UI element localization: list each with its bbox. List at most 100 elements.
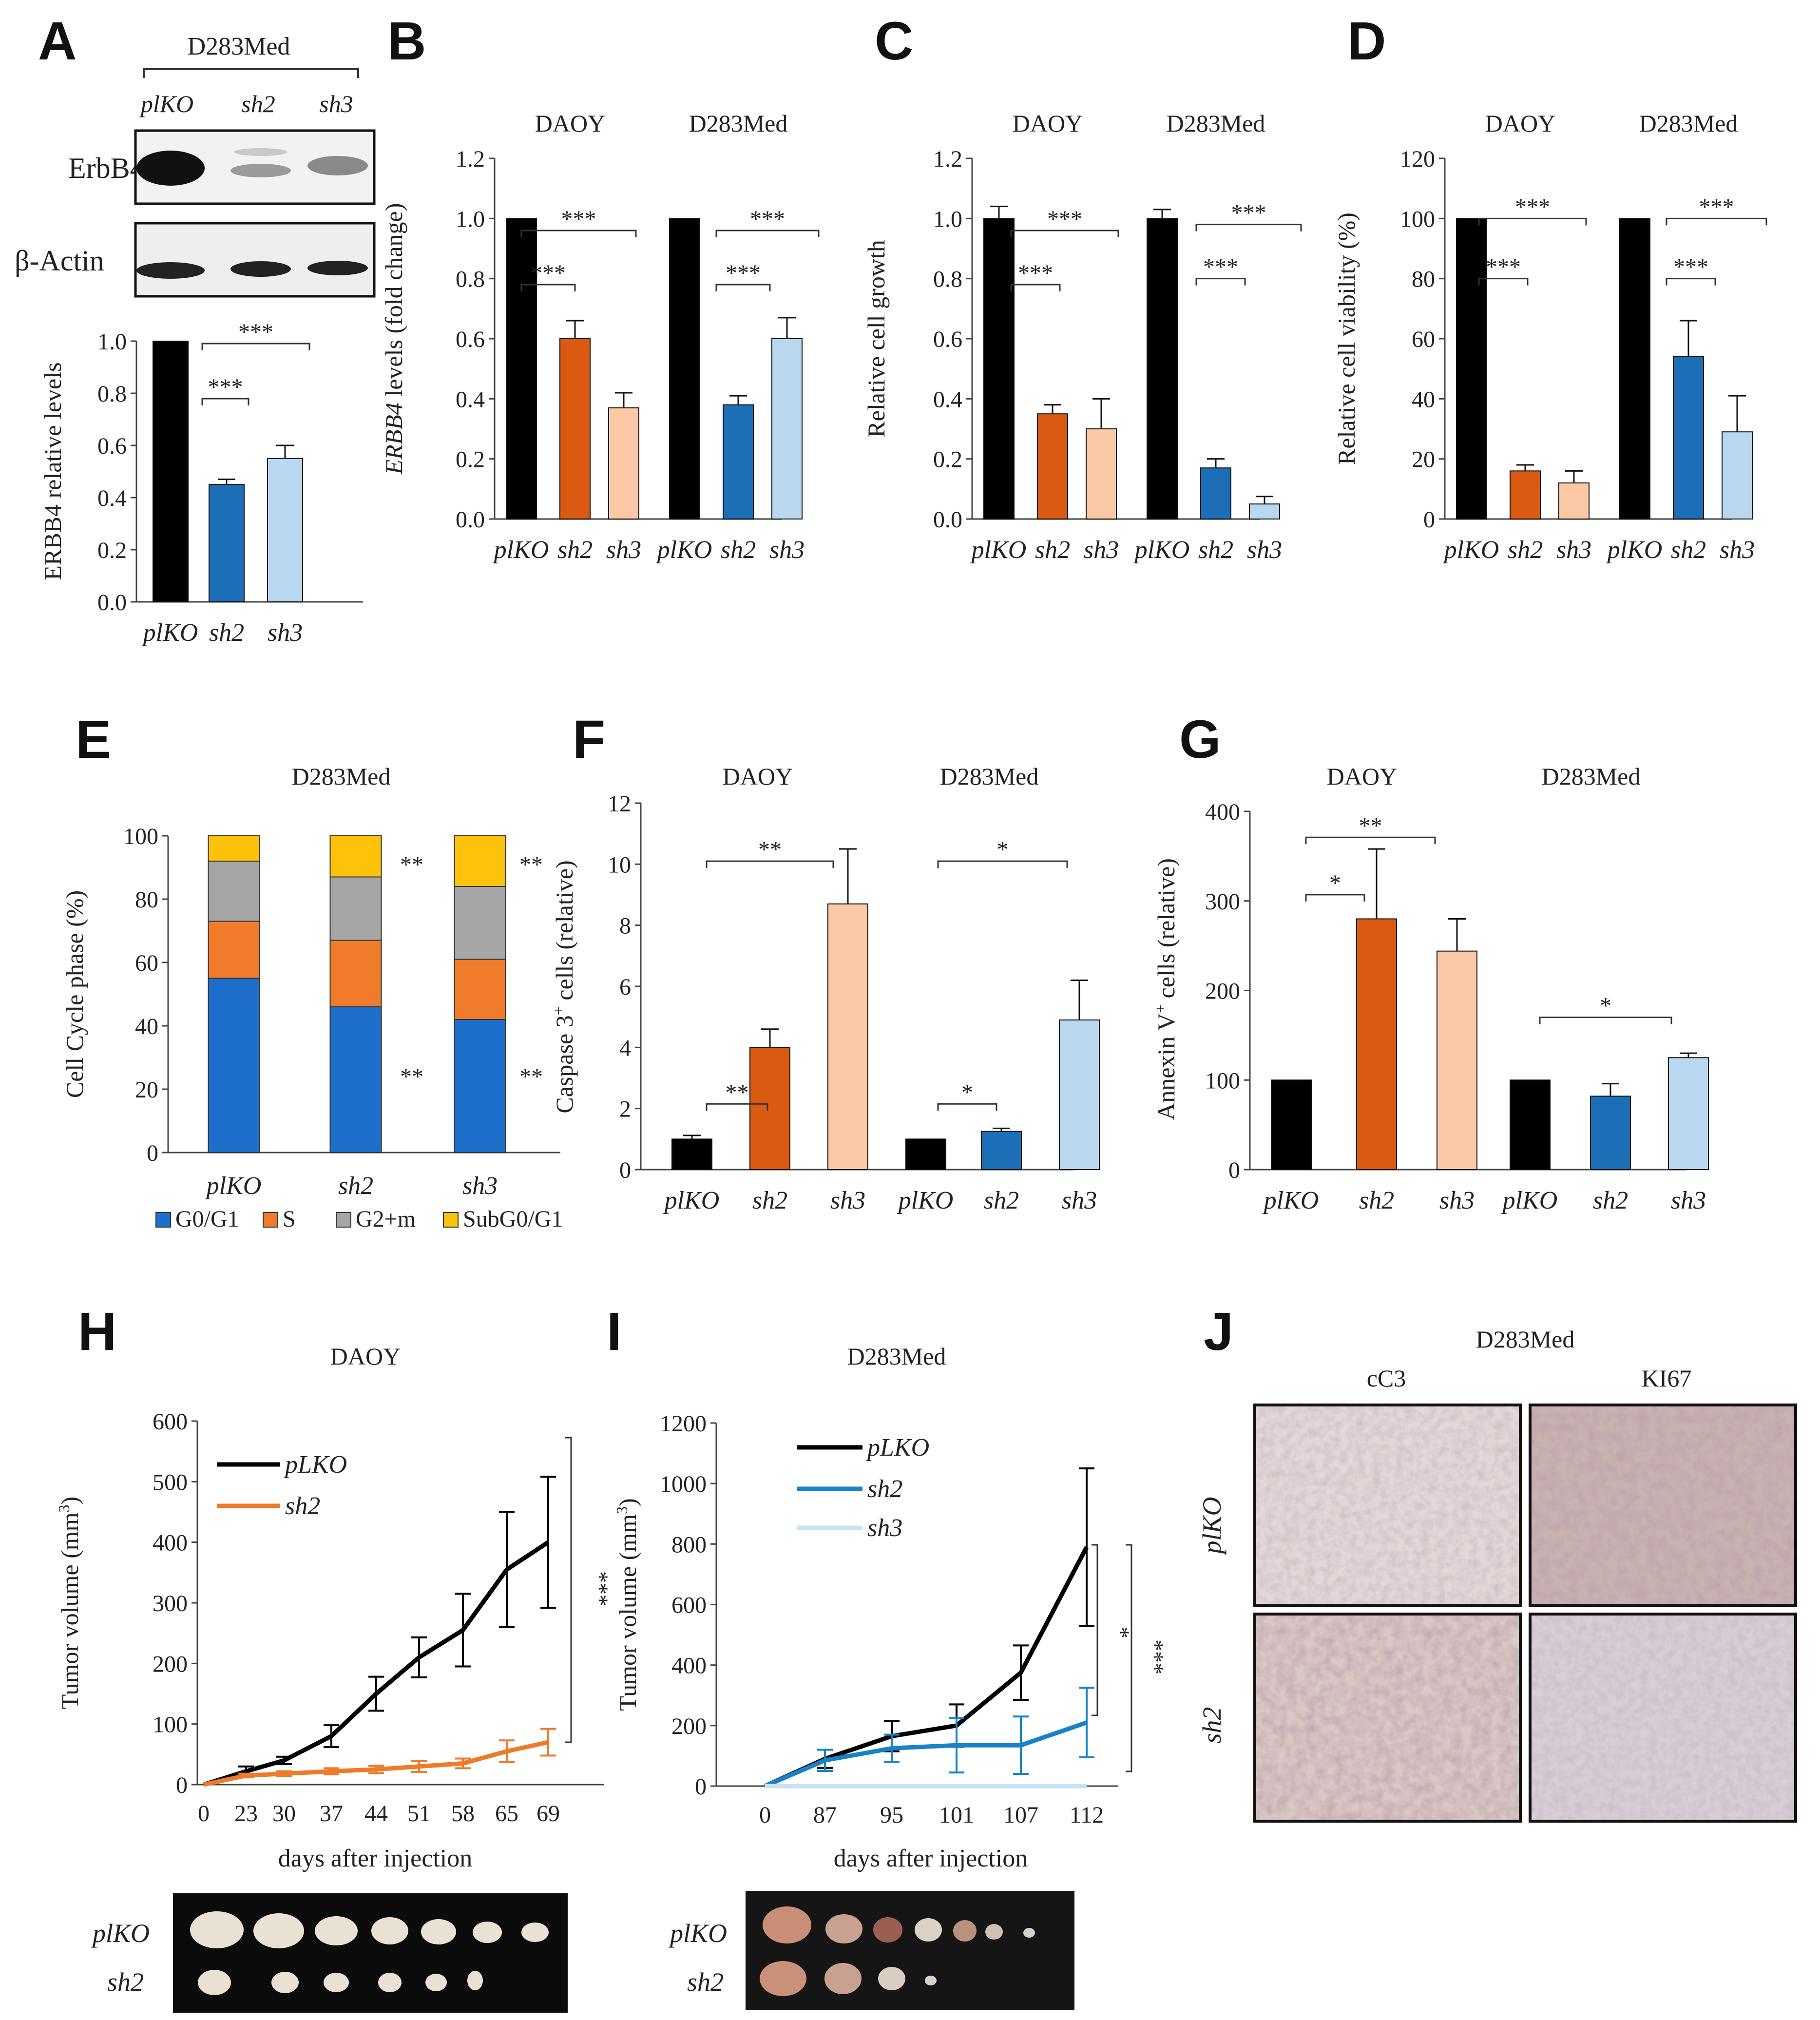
tumor-i-4: [953, 1920, 977, 1942]
x-tick-label: sh3: [462, 1172, 498, 1200]
blot-lane-sh2: sh2: [241, 90, 275, 117]
panel-i-title: D283Med: [847, 1343, 946, 1370]
y-axis-label: ERBB4 levels (fold change): [380, 203, 407, 475]
significance-bracket: [1092, 1544, 1098, 1716]
y-tick-label: 500: [153, 1469, 188, 1495]
y-tick-label: 100: [1205, 1068, 1240, 1094]
y-tick-label: 0.2: [456, 447, 485, 473]
y-tick-label: 200: [153, 1651, 188, 1677]
y-tick-label: 1.0: [456, 206, 485, 232]
y-tick-label: 0.0: [933, 507, 962, 533]
significance-label: ***: [1515, 194, 1550, 220]
panel-a-bracket: [143, 68, 359, 78]
significance-label: ***: [1018, 260, 1053, 286]
bar-plko-3: [669, 218, 700, 520]
sig-sh3-g0: **: [519, 1064, 543, 1090]
stack-s-sh3: [454, 959, 506, 1020]
tumor-2: [315, 1916, 358, 1945]
charts-layer: 0.0 0.2 0.4 0.6 0.8 1.0 plKO sh2 sh3 ERBB4 relati…: [39, 110, 1767, 1996]
tumor-i-8: [824, 1963, 862, 1994]
bar-sh2-4: [981, 1131, 1022, 1171]
y-tick-label: 0.6: [97, 433, 127, 459]
x-tick-label: 58: [451, 1801, 475, 1827]
stack-g0g1-plKO: [208, 978, 260, 1153]
y-axis-label-sup: 3: [55, 1504, 73, 1512]
x-tick-label: sh3: [606, 536, 641, 564]
x-tick-label: 37: [320, 1801, 343, 1827]
significance-label: ***: [1231, 200, 1266, 226]
y-tick-label: 1.2: [933, 146, 962, 172]
x-tick-label: 30: [272, 1801, 296, 1827]
sig-sh2-g0: **: [400, 1064, 423, 1090]
series-line-sh2: [203, 1740, 549, 1787]
significance-label: *: [1600, 993, 1611, 1019]
tumor-6: [521, 1923, 549, 1942]
y-tick-label: 0.8: [97, 381, 127, 407]
y-tick-label: 60: [1412, 327, 1435, 352]
significance-label: ***: [726, 260, 761, 286]
group-label-daoy: DAOY: [1485, 110, 1555, 137]
bar-sh2-1: [209, 484, 245, 602]
y-tick-label: 0: [1423, 507, 1435, 533]
significance-bracket: [1478, 278, 1529, 286]
panel-d-chart: 0 20 40 60 80 100 120 plKO sh2 sh3 plKO sh2 sh3 Relat…: [1333, 110, 1767, 564]
y-tick-label: 0.6: [933, 327, 962, 352]
y-tick-label: 0: [147, 1140, 158, 1166]
significance-label: *: [997, 837, 1009, 863]
legend-label-sh2: sh2: [285, 1492, 320, 1520]
x-tick-label: 44: [364, 1801, 388, 1827]
x-tick-label: 95: [880, 1802, 903, 1828]
group-label-d283med: D283Med: [1542, 763, 1641, 790]
y-tick-label: 1000: [660, 1471, 707, 1497]
panel-h-tumor-label-plko: plKO: [91, 1919, 150, 1948]
stack-subg0g1-sh2: [329, 835, 382, 878]
x-tick-label: sh3: [268, 619, 303, 647]
y-axis-label-text: ERBB4 relative levels: [39, 362, 66, 580]
y-tick-label: 0: [619, 1157, 631, 1183]
significance-bracket: [1666, 278, 1716, 286]
y-tick-label: 400: [671, 1653, 707, 1679]
panel-j: D283Med cC3 KI67 plKO sh2: [1197, 1326, 1797, 1823]
blot-erbb4-band-sh2-upper: [234, 148, 287, 156]
x-tick-label: plKO: [141, 619, 198, 647]
significance-label: **: [1359, 813, 1382, 839]
significance-bracket: [565, 1437, 572, 1743]
panel-e-chart: 0 20 40 60 80 100 Cell Cycle phase (%) D283Med p…: [61, 763, 563, 1232]
y-axis-label-rest: ): [56, 1497, 83, 1505]
sig-sh3-subg: **: [519, 852, 543, 878]
panel-h-title: DAOY: [330, 1343, 401, 1370]
significance-bracket: [1478, 217, 1587, 226]
significance-label: **: [758, 837, 782, 863]
tumor-1: [253, 1913, 304, 1948]
bar-plko-0: [1456, 218, 1487, 520]
blot-actin-band-sh2: [230, 261, 291, 277]
y-tick-label: 2: [619, 1097, 631, 1122]
series-line-plko: [203, 1540, 550, 1787]
bar-sh2-1: [749, 1047, 790, 1170]
y-axis-label-rest: ): [614, 1498, 641, 1506]
significance-label: ***: [1142, 1639, 1168, 1674]
stack-g2m-sh3: [454, 886, 506, 960]
stack-subg0g1-sh3: [454, 835, 506, 887]
x-tick-label: 0: [198, 1801, 210, 1827]
ihc-image-plko-ki67: [1529, 1404, 1797, 1607]
significance-bracket: [1195, 278, 1246, 286]
y-tick-label: 600: [671, 1593, 707, 1618]
group-label-daoy: DAOY: [535, 110, 605, 137]
y-tick-label: 0.6: [456, 327, 485, 352]
panel-letter-j: J: [1204, 1302, 1233, 1362]
x-tick-label: sh3: [1671, 1187, 1706, 1214]
x-tick-label: plKO: [1501, 1187, 1558, 1214]
y-tick-label: 40: [1412, 386, 1435, 412]
blot-label-erbb4: ErbB4: [68, 152, 145, 184]
y-tick-label: 0.2: [97, 538, 127, 563]
bar-plko-3: [1510, 1079, 1551, 1170]
x-axis-label: days after injection: [278, 1845, 473, 1872]
panel-j-col-ki67: KI67: [1642, 1365, 1692, 1392]
bar-sh3-5: [1059, 1019, 1100, 1171]
tumor-11: [425, 1974, 447, 1991]
legend-swatch-0: [155, 1212, 171, 1228]
y-tick-label: 60: [135, 950, 158, 976]
x-tick-label: sh2: [1035, 536, 1070, 564]
bar-plko-0: [671, 1138, 712, 1170]
